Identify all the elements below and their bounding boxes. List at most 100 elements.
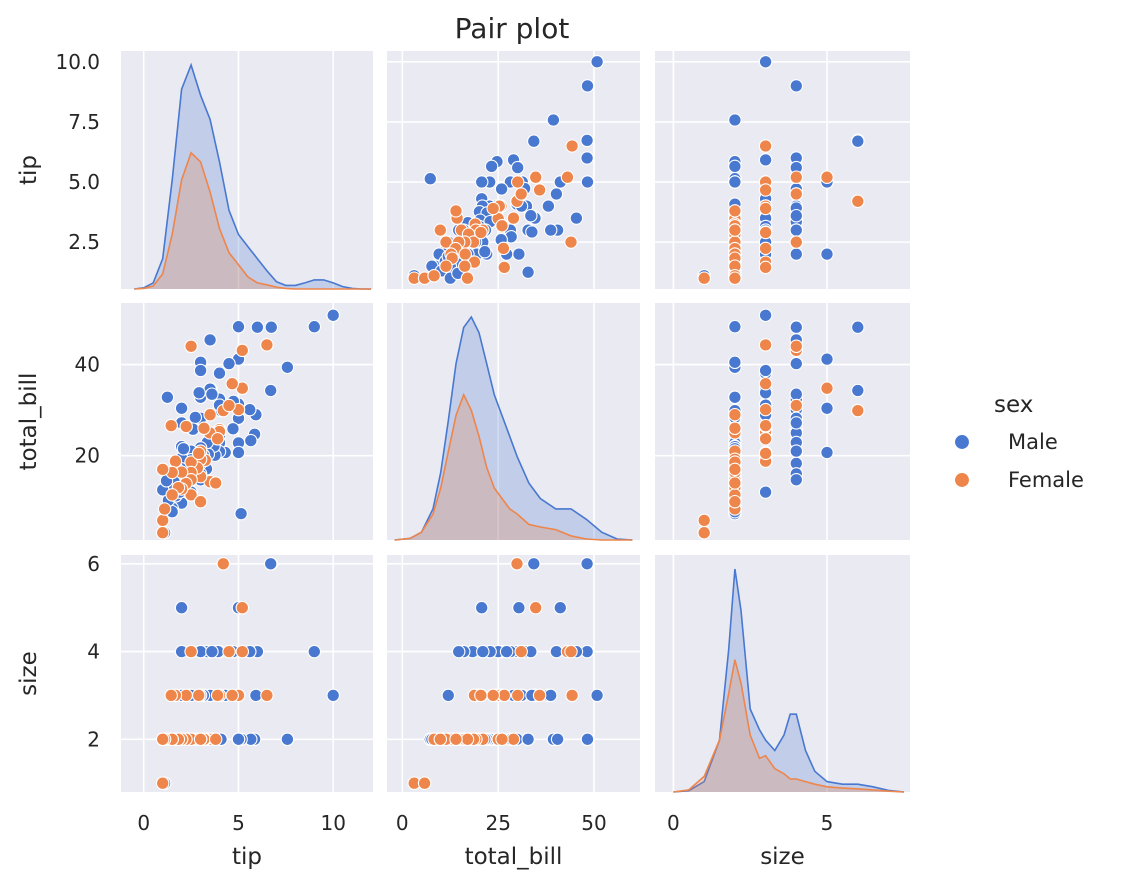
- scatter-point-male: [789, 320, 804, 334]
- scatter-point-female: [564, 644, 578, 659]
- scatter-point-female: [210, 432, 225, 446]
- scatter-point-male: [160, 390, 175, 405]
- scatter-point-male: [474, 175, 489, 189]
- scatter-point-male: [789, 79, 804, 93]
- y-axis-label-tip: tip: [16, 155, 42, 185]
- scatter-point-female: [222, 644, 236, 659]
- scatter-point-male: [758, 153, 773, 167]
- scatter-point-male: [205, 387, 219, 401]
- kde-line-male: [394, 315, 633, 541]
- y-tick-label: 6: [87, 552, 100, 576]
- scatter-point-male: [789, 473, 804, 487]
- scatter-point-female: [820, 381, 834, 395]
- scatter-point-female: [789, 187, 804, 201]
- scatter-point-male: [512, 247, 526, 261]
- scatter-point-male: [263, 557, 278, 571]
- kde-fill-female: [394, 394, 633, 540]
- scatter-point-female: [758, 338, 773, 352]
- scatter-point-female: [532, 688, 547, 703]
- panel-background: [655, 51, 910, 289]
- scatter-point-male: [820, 247, 834, 261]
- scatter-point-male: [789, 223, 804, 237]
- scatter-point-male: [728, 113, 742, 127]
- panel-background: [121, 555, 373, 792]
- scatter-point-male: [231, 732, 246, 747]
- scatter-point-female: [728, 407, 742, 422]
- scatter-point-female: [225, 376, 239, 391]
- scatter-point-male: [851, 134, 865, 148]
- scatter-point-female: [458, 259, 472, 273]
- panel-size-vs-tip: [121, 555, 373, 792]
- x-tick-label: 5: [232, 811, 245, 835]
- scatter-point-male: [250, 320, 265, 334]
- y-tick-label: 2.5: [68, 230, 100, 254]
- scatter-point-female: [235, 343, 250, 358]
- scatter-point-male: [580, 133, 594, 148]
- scatter-point-female: [565, 688, 579, 703]
- scatter-point-male: [527, 557, 541, 571]
- scatter-point-female: [225, 688, 239, 703]
- panel-background: [121, 51, 373, 289]
- scatter-point-male: [580, 732, 595, 747]
- scatter-point-male: [521, 265, 535, 279]
- y-axis-label-size: size: [16, 651, 42, 696]
- scatter-point-female: [758, 260, 773, 275]
- scatter-point-female: [728, 462, 742, 477]
- legend-title: sex: [994, 392, 1033, 418]
- scatter-point-female: [433, 223, 448, 237]
- scatter-point-male: [758, 485, 773, 499]
- scatter-point-female: [565, 139, 579, 153]
- scatter-point-male: [476, 644, 490, 659]
- scatter-point-female: [528, 600, 543, 615]
- scatter-point-male: [231, 445, 246, 460]
- y-tick-label: 40: [75, 353, 100, 377]
- scatter-point-female: [514, 644, 528, 659]
- scatter-point-male: [524, 208, 538, 223]
- scatter-point-female: [216, 557, 231, 571]
- scatter-point-female: [506, 211, 521, 225]
- legend-label-male: Male: [1008, 430, 1058, 454]
- scatter-point-male: [326, 688, 340, 703]
- kde-fill-female: [673, 659, 904, 792]
- scatter-point-female: [433, 732, 448, 747]
- y-tick-label: 7.5: [68, 110, 100, 134]
- scatter-point-male: [590, 55, 604, 69]
- scatter-point-female: [758, 402, 773, 417]
- kde-line-male: [673, 568, 904, 793]
- scatter-point-female: [728, 421, 742, 436]
- x-tick-label: 0: [137, 811, 150, 835]
- scatter-point-male: [527, 134, 541, 148]
- x-axis-label-size: size: [760, 844, 805, 870]
- scatter-point-male: [541, 199, 556, 213]
- scatter-point-female: [789, 339, 804, 354]
- scatter-point-male: [174, 401, 189, 416]
- scatter-point-male: [193, 363, 208, 378]
- panel-background: [387, 555, 640, 792]
- scatter-point-female: [165, 488, 179, 502]
- panel-background: [387, 303, 640, 540]
- scatter-point-male: [280, 360, 295, 375]
- scatter-point-male: [478, 244, 492, 259]
- kde-fill-male: [134, 65, 372, 289]
- scatter-point-female: [758, 418, 773, 433]
- scatter-point-female: [820, 170, 834, 184]
- scatter-point-male: [550, 732, 565, 747]
- scatter-point-female: [506, 732, 521, 747]
- scatter-point-female: [155, 732, 170, 747]
- kde-line-male: [134, 62, 372, 290]
- scatter-point-female: [260, 338, 274, 352]
- scatter-point-male: [441, 688, 456, 703]
- scatter-point-female: [497, 260, 512, 275]
- scatter-point-female: [417, 776, 432, 790]
- scatter-point-female: [193, 732, 208, 747]
- scatter-point-female: [697, 271, 711, 285]
- scatter-point-male: [512, 600, 526, 615]
- legend-marker-female: [953, 471, 971, 489]
- kde-line-female: [134, 151, 372, 290]
- scatter-point-female: [474, 225, 488, 240]
- scatter-point-female: [486, 201, 500, 216]
- scatter-point-female: [728, 223, 742, 237]
- scatter-point-female: [155, 513, 170, 528]
- chart-title: Pair plot: [455, 12, 570, 45]
- scatter-point-male: [820, 352, 834, 366]
